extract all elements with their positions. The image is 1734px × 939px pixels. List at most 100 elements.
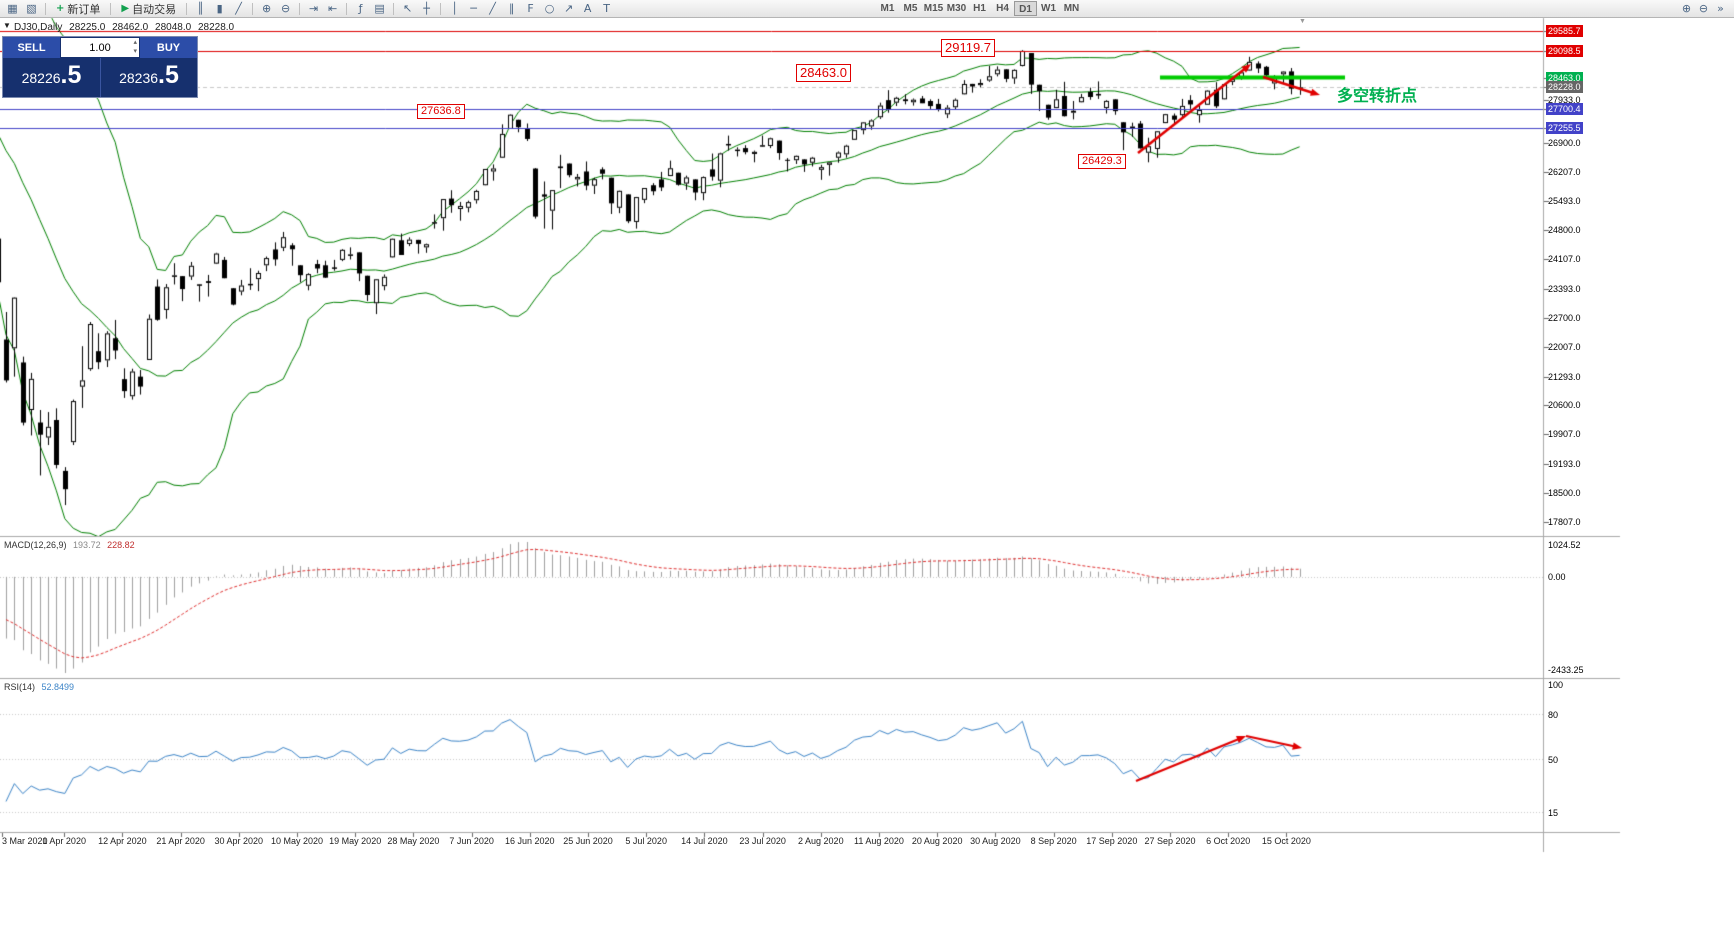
price-axis-label: 26207.0 [1548, 166, 1581, 177]
one-click-toggle-icon[interactable]: ▼ [3, 21, 11, 30]
volume-up-icon[interactable]: ▴ [133, 39, 137, 46]
price-axis-label: 20600.0 [1548, 400, 1581, 411]
fibonacci-icon[interactable]: F [527, 2, 534, 15]
shapes-icon[interactable]: ○ [544, 2, 555, 15]
text-icon[interactable]: A [583, 2, 592, 15]
date-label: 16 Jun 2020 [505, 836, 555, 846]
arrow-tool-icon[interactable]: ↗ [563, 2, 574, 15]
vertical-line-icon[interactable]: │ [451, 2, 458, 15]
date-label: 30 Apr 2020 [214, 836, 264, 846]
timeframe-m5[interactable]: M5 [903, 3, 918, 14]
macd-label: MACD(12,26,9) 193.72 228.82 [4, 540, 139, 550]
line-chart-icon[interactable]: ╱ [235, 2, 242, 15]
date-label: 8 Sep 2020 [1030, 836, 1077, 846]
date-label: 12 Apr 2020 [98, 836, 147, 846]
volume-value: 1.00 [89, 41, 111, 54]
price-axis-label: 18500.0 [1548, 487, 1581, 498]
timeframe-h1[interactable]: H1 [973, 3, 986, 14]
date-label: 28 May 2020 [387, 836, 440, 846]
timeframe-h4[interactable]: H4 [996, 3, 1009, 14]
sell-price-main: 28226 [21, 70, 61, 86]
date-label: 21 Apr 2020 [156, 836, 205, 846]
volume-input[interactable]: 1.00 ▴ ▾ [61, 38, 139, 57]
cursor-icon[interactable]: ↖ [402, 2, 413, 15]
date-label: 3 Mar 2020 [2, 836, 48, 846]
profiles-icon[interactable]: ▧ [26, 2, 37, 15]
auto-scroll-icon[interactable]: ⇥ [308, 2, 319, 15]
new-order-button[interactable]: + 新订单 [51, 1, 105, 17]
toolbar-separator [252, 2, 254, 15]
horizontal-line-icon[interactable]: ─ [470, 2, 477, 15]
buy-price-button[interactable]: 28236 .5 [100, 58, 197, 97]
toolbar-overflow-icon[interactable]: » [1717, 2, 1724, 15]
date-label: 20 Aug 2020 [911, 836, 963, 846]
bar-low-value: 28048.0 [155, 22, 192, 33]
price-callout: 26429.3 [1078, 154, 1126, 169]
turning-point-annotation: 多空转折点 [1337, 88, 1418, 105]
new-chart-icon[interactable]: ▦ [7, 2, 18, 15]
price-axis-label: 21293.0 [1548, 371, 1581, 382]
timeframe-m1[interactable]: M1 [880, 3, 895, 14]
rsi-axis-label: 80 [1548, 710, 1559, 720]
price-axis-label: 27255.5 [1546, 121, 1583, 134]
chart-shift-icon[interactable]: ⇤ [327, 2, 338, 15]
bar-chart-icon[interactable]: ║ [197, 2, 204, 15]
indicators-icon[interactable]: ƒ [358, 2, 363, 15]
price-axis-label: 28228.0 [1546, 81, 1583, 94]
autotrading-button[interactable]: ▶ 自动交易 [116, 1, 181, 17]
price-axis-label: 24107.0 [1548, 254, 1581, 265]
buy-header-button[interactable]: BUY [140, 37, 197, 58]
date-label: 30 Aug 2020 [970, 836, 1021, 846]
chart-symbol-period: DJ30,Daily [14, 22, 63, 33]
chart-shift-marker[interactable]: ▼ [1299, 18, 1306, 25]
date-label: 17 Sep 2020 [1086, 836, 1138, 846]
bar-high-value: 28462.0 [112, 22, 149, 33]
date-label: 10 May 2020 [270, 836, 324, 846]
timeframe-d1[interactable]: D1 [1014, 1, 1037, 16]
label-icon[interactable]: T [603, 2, 610, 15]
bar-close-value: 28228.0 [197, 22, 235, 33]
price-axis-label: 19193.0 [1548, 459, 1581, 470]
templates-icon[interactable]: ▤ [374, 2, 385, 15]
date-label: 27 Sep 2020 [1144, 836, 1196, 846]
timeframe-m15[interactable]: M15 [923, 3, 944, 14]
volume-down-icon[interactable]: ▾ [133, 48, 137, 55]
rsi-axis-label: 50 [1548, 755, 1559, 765]
sell-price-frac: .5 [60, 61, 82, 89]
timeframe-m30[interactable]: M30 [946, 3, 967, 14]
price-axis-label: 25493.0 [1548, 196, 1581, 207]
new-order-label: 新订单 [67, 3, 101, 16]
timeframe-mn[interactable]: MN [1063, 3, 1080, 14]
date-label: 5 Jul 2020 [625, 836, 667, 846]
sell-header-button[interactable]: SELL [3, 37, 60, 58]
date-label: 11 Aug 2020 [854, 836, 904, 846]
timeframe-toolbar: M1 M5 M15 M30 H1 H4 D1 W1 MN [876, 1, 1083, 16]
buy-price-main: 28236 [119, 70, 159, 86]
macd-axis-label: 1024.52 [1548, 540, 1581, 550]
zoom-in-icon[interactable]: ⊕ [261, 2, 272, 15]
price-axis-label: 19907.0 [1548, 429, 1581, 440]
rsi-value: 52.8499 [41, 682, 75, 692]
trendline-icon[interactable]: ╱ [489, 2, 496, 15]
date-label: 25 Jun 2020 [563, 836, 613, 846]
search-zoom-in-icon[interactable]: ⊕ [1681, 2, 1692, 15]
macd-main-value: 193.72 [73, 540, 101, 550]
price-axis-label: 22700.0 [1548, 312, 1581, 323]
buy-price-frac: .5 [158, 61, 179, 89]
macd-axis-label: 0.00 [1548, 571, 1566, 582]
volume-spinner: ▴ ▾ [133, 38, 137, 56]
timeframe-w1[interactable]: W1 [1041, 3, 1056, 14]
toolbar-separator [299, 2, 301, 15]
toolbar-separator [393, 2, 395, 15]
rsi-axis-label: 100 [1548, 680, 1564, 690]
bar-open-value: 28225.0 [69, 22, 106, 33]
candlestick-chart-icon[interactable]: ▮ [216, 2, 223, 15]
price-axis-label: 22007.0 [1548, 341, 1581, 352]
sell-price-button[interactable]: 28226 .5 [3, 58, 100, 97]
channel-icon[interactable]: ∥ [508, 2, 515, 15]
search-zoom-out-icon[interactable]: ⊖ [1698, 2, 1709, 15]
zoom-out-icon[interactable]: ⊖ [280, 2, 291, 15]
date-label: 2 Aug 2020 [798, 836, 844, 846]
crosshair-icon[interactable]: ┼ [423, 2, 430, 15]
